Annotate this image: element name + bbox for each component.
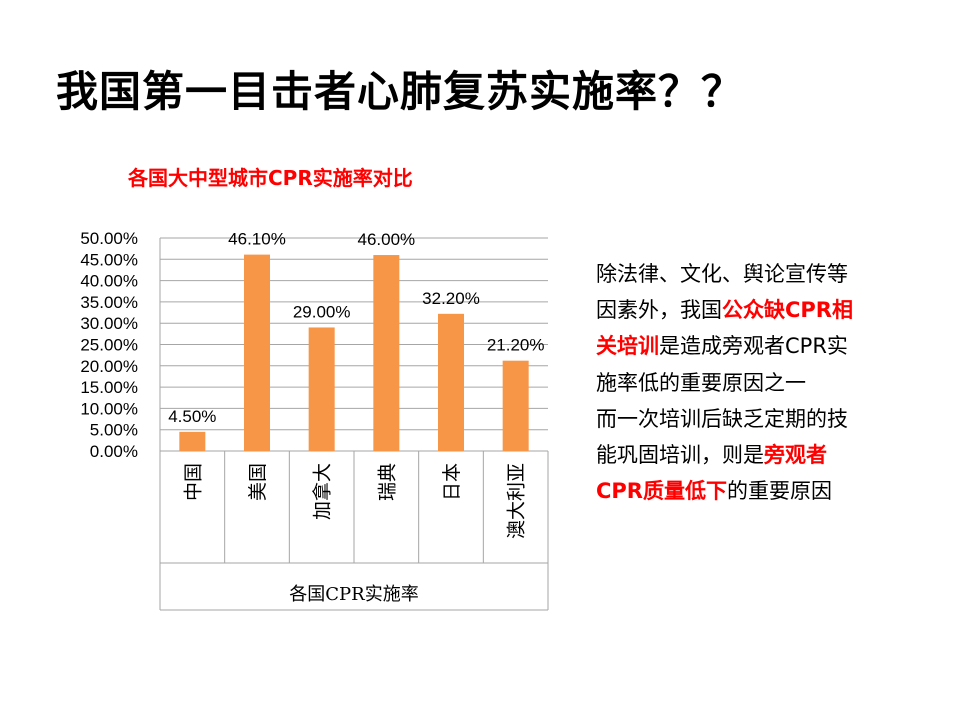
x-tick-label: 日本 [441,463,463,501]
body-text: 而一次培训后缺乏定期的技 [596,406,848,431]
side-text-line: 除法律、文化、舆论宣传等 [596,256,906,292]
y-tick-label: 20.00% [80,357,138,376]
x-axis-title: 各国CPR实施率 [289,584,418,605]
highlighted-text: 旁观者 [764,442,827,467]
bar [373,255,400,451]
x-tick-label: 加拿大 [311,463,334,520]
highlighted-text: 公众缺CPR相 [722,298,853,323]
side-text-paragraph: 除法律、文化、舆论宣传等 因素外，我国公众缺CPR相 关培训是造成旁观者CPR实 施率… [596,256,906,509]
data-label: 4.50% [168,407,216,426]
x-tick-label: 美国 [247,463,269,501]
y-tick-label: 10.00% [80,399,138,418]
x-tick-label: 澳大利亚 [506,463,528,539]
bar [179,431,206,451]
slide-title: 我国第一目击者心肺复苏实施率？？ [56,67,745,116]
y-tick-label: 30.00% [80,314,138,333]
side-text-line: 施率低的重要原因之一 [596,365,906,401]
body-text: 除法律、文化、舆论宣传等 [596,262,848,286]
side-text-line: 因素外，我国公众缺CPR相 [596,292,906,328]
side-text-line: 能巩固培训，则是旁观者 [596,437,906,473]
y-tick-label: 15.00% [80,378,138,397]
bar [438,313,464,451]
y-tick-label: 5.00% [90,421,138,440]
bar [502,360,529,451]
y-tick-label: 45.00% [80,250,138,269]
body-text: 能巩固培训，则是 [596,442,764,467]
highlighted-text: 关培训 [596,334,659,359]
highlighted-text: CPR质量低下 [596,479,727,504]
data-label: 32.20% [422,289,480,308]
y-tick-label: 0.00% [90,442,138,461]
x-tick-label: 中国 [182,463,204,501]
body-text: 施率低的重要原因之一 [596,370,806,395]
side-text-line: 而一次培训后缺乏定期的技 [596,401,906,437]
bar [308,327,335,451]
body-text: 是造成旁观者CPR实 [659,334,848,359]
x-tick-label: 瑞典 [376,463,398,501]
chart-title: 各国大中型城市CPR实施率对比 [128,166,413,190]
bar [244,254,270,451]
y-tick-label: 50.00% [80,229,138,248]
y-tick-label: 35.00% [80,293,138,312]
y-tick-label: 25.00% [80,336,138,355]
side-text-line: 关培训是造成旁观者CPR实 [596,328,906,364]
y-tick-label: 40.00% [80,272,138,291]
body-text: 的重要原因 [726,479,832,504]
side-text-line: CPR质量低下的重要原因 [596,473,906,509]
data-label: 29.00% [293,302,351,321]
data-label: 46.10% [228,230,286,249]
body-text: 因素外，我国 [596,298,722,323]
data-label: 21.20% [487,336,545,355]
data-label: 46.00% [357,230,415,249]
